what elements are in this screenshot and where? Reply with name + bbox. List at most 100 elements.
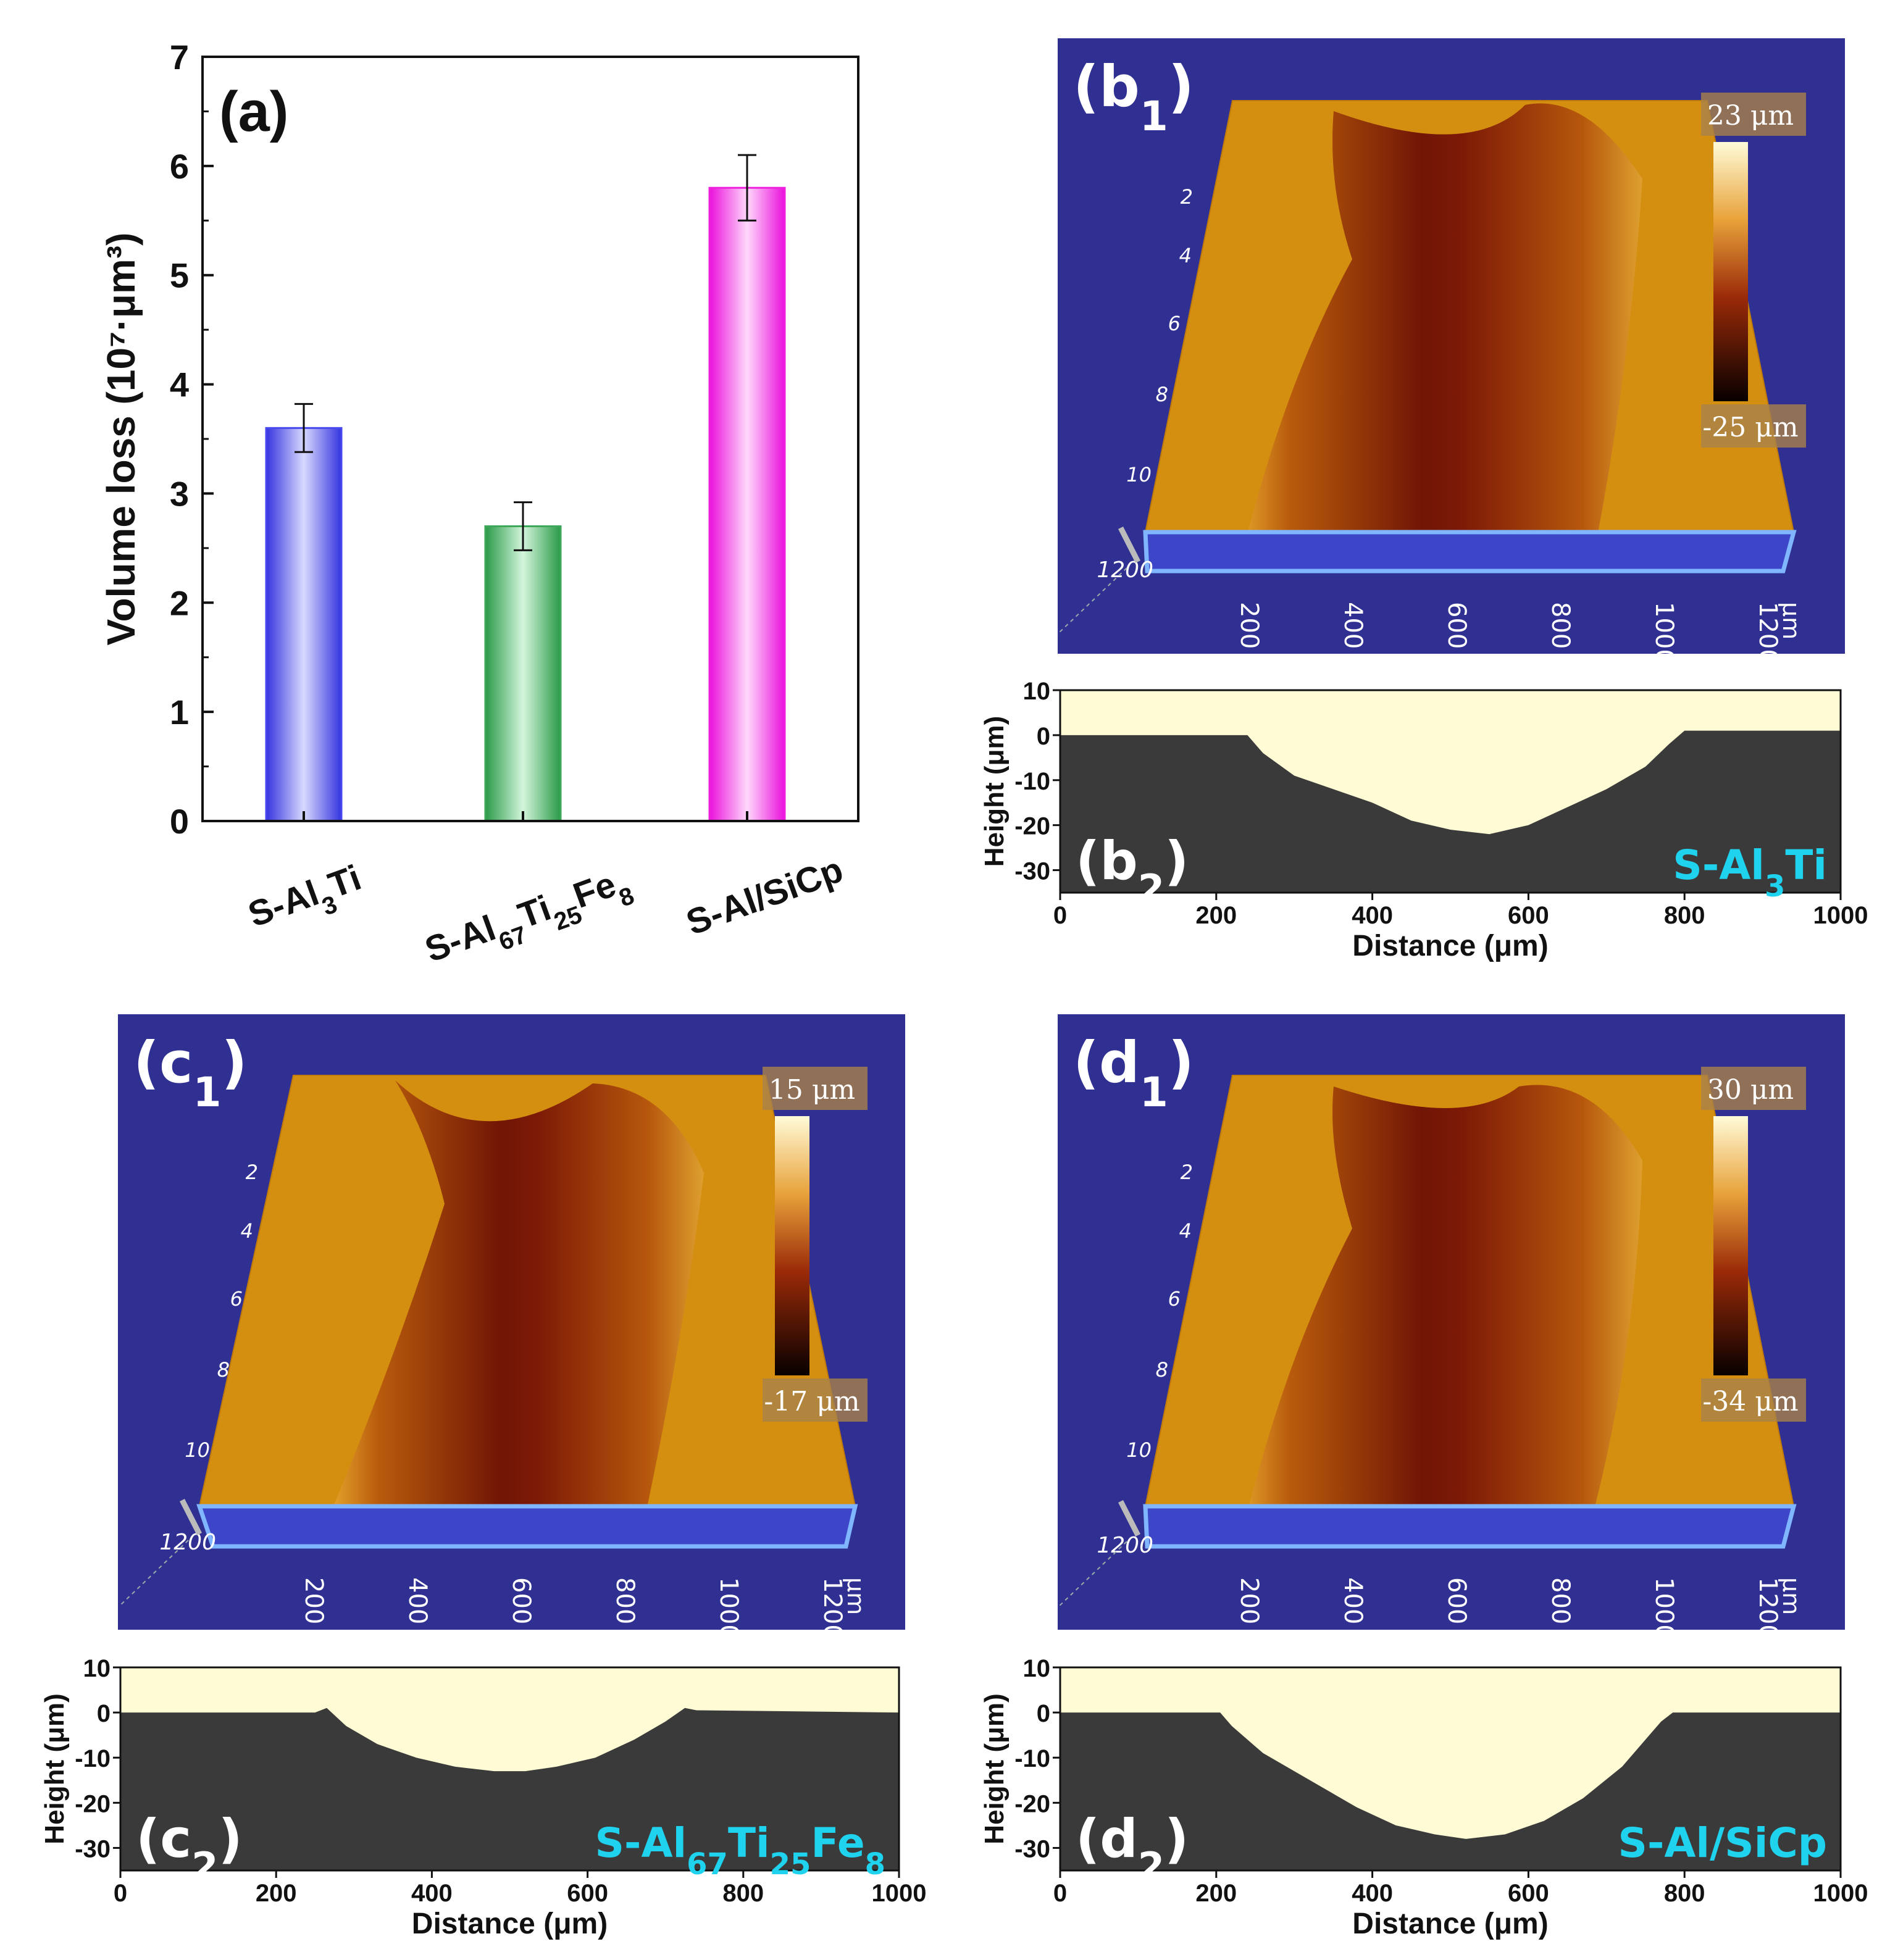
- x-axis-tick-label: 200: [1235, 602, 1263, 649]
- x-tick-label: 800: [1664, 1880, 1705, 1907]
- y-tick-label: 10: [1023, 678, 1051, 705]
- y-axis-tick-label: 6: [1168, 312, 1181, 335]
- y-axis-tick-label: 10: [1126, 463, 1152, 486]
- x-tick-label: 800: [1664, 902, 1705, 929]
- y-tick-label: 0: [97, 1700, 111, 1727]
- y-tick-label: 0: [1037, 1700, 1050, 1727]
- origin-marker: [1118, 526, 1141, 564]
- y-axis-tick-label: 2: [1181, 185, 1193, 209]
- x-axis-tick-label: 600: [1442, 1577, 1471, 1624]
- x-axis-tick-label: 1000: [1650, 602, 1678, 665]
- x-axis-tick-label: 1200: [818, 1577, 847, 1640]
- y-tick-label: 2: [170, 583, 189, 622]
- wear-track: [1241, 1085, 1642, 1537]
- x-axis-tick-label: 1000: [714, 1577, 743, 1640]
- y-tick-label: -30: [1014, 858, 1050, 885]
- colorbar-min-label: -34 μm: [1702, 1386, 1798, 1417]
- y-axis-label: Height (μm): [979, 716, 1010, 867]
- y-tick-label: 3: [170, 474, 189, 513]
- x-tick-label: 400: [1352, 902, 1393, 929]
- y-tick-label: -20: [1014, 1790, 1050, 1817]
- y-tick-label: 4: [170, 365, 189, 404]
- profile-frame: [1059, 689, 1842, 894]
- panel-label-a: (a): [219, 80, 288, 143]
- colorbar-max-box: [763, 1067, 868, 1110]
- panel-label-c2: (c2): [136, 1808, 243, 1889]
- x-category-label: S-Al3Ti: [243, 857, 370, 946]
- y-axis-tick-label: 8: [1156, 383, 1168, 406]
- y-axis-tick-label: 4: [1179, 1219, 1192, 1243]
- x-tick-label: 200: [256, 1880, 297, 1907]
- colorbar: [1713, 1116, 1748, 1375]
- x-tick-label: 200: [1195, 1880, 1237, 1907]
- colorbar: [1713, 142, 1748, 401]
- y-axis-tick-label: 6: [230, 1287, 243, 1311]
- base-frame: [1143, 1504, 1797, 1549]
- x-tick-label: 0: [1053, 902, 1067, 929]
- x-axis-unit-label: μm: [1778, 602, 1805, 640]
- y-tick-label: -20: [75, 1790, 111, 1817]
- x-tick-label: 200: [1195, 902, 1237, 929]
- panel-label-d1: (d1): [1073, 1030, 1194, 1116]
- profile-frame: [1059, 1666, 1842, 1872]
- x-tick-label: 1000: [872, 1880, 927, 1907]
- colorbar-min-label: -25 μm: [1702, 412, 1798, 443]
- origin-guide: [120, 1540, 189, 1606]
- x-axis-label: Distance (μm): [1352, 1908, 1548, 1940]
- origin-marker: [179, 1498, 203, 1536]
- x-tick-label: 400: [411, 1880, 453, 1907]
- y-tick-label: 6: [170, 147, 189, 186]
- series-label-b2: S-Al3Ti: [1673, 841, 1827, 904]
- panel-label-b1: (b1): [1073, 54, 1194, 140]
- origin-guide: [1058, 1541, 1127, 1607]
- y-axis-tick-label: 2: [1181, 1161, 1193, 1184]
- y-tick-label: 5: [170, 256, 189, 295]
- profile-area: [120, 1708, 899, 1870]
- x-axis-tick-label: 800: [1546, 602, 1574, 649]
- x-axis-tick-label: 1200: [1754, 602, 1782, 665]
- series-label-d2: S-Al/SiCp: [1618, 1819, 1827, 1867]
- x-axis-label: Distance (μm): [1352, 930, 1548, 962]
- profile-area: [1060, 1712, 1841, 1870]
- x-axis-tick-label: 400: [1339, 1577, 1367, 1624]
- y-tick-label: 0: [1037, 723, 1050, 750]
- x-axis-tick-label: 600: [1442, 602, 1471, 649]
- colorbar-min-box: [1701, 404, 1806, 448]
- x-category-label: S-Al/SiCp: [681, 849, 848, 943]
- y-tick-label: -30: [75, 1835, 111, 1862]
- y-tick-label: 10: [1023, 1655, 1051, 1682]
- profile-area: [1060, 730, 1841, 893]
- x-axis-tick-label: 600: [507, 1577, 535, 1624]
- colorbar-max-box: [1701, 1067, 1806, 1110]
- panel-label-b2: (b2): [1076, 830, 1189, 911]
- wear-track: [333, 1080, 704, 1545]
- x-axis-tick-label: 400: [1339, 602, 1367, 649]
- y-axis-tick-label: 10: [1126, 1438, 1152, 1462]
- y-tick-label: -20: [1014, 813, 1050, 840]
- base-frame: [196, 1504, 858, 1549]
- x-axis-label: Distance (μm): [412, 1908, 608, 1940]
- x-tick-label: 0: [1053, 1880, 1067, 1907]
- colorbar-max-label: 23 μm: [1707, 100, 1794, 131]
- x-axis-tick-label: 1000: [1650, 1577, 1678, 1640]
- x-tick-label: 0: [114, 1880, 127, 1907]
- x-tick-label: 600: [567, 1880, 608, 1907]
- x-axis-tick-label: 200: [299, 1577, 328, 1624]
- y-tick-label: 1: [170, 693, 189, 732]
- colorbar-max-box: [1701, 93, 1806, 136]
- x-tick-label: 1000: [1813, 902, 1868, 929]
- y-axis-tick-label: 4: [241, 1219, 253, 1243]
- x-tick-label: 600: [1508, 1880, 1549, 1907]
- origin-guide: [1058, 567, 1127, 633]
- y-tick-label: -10: [75, 1745, 111, 1772]
- colorbar-min-label: -17 μm: [764, 1386, 859, 1417]
- y-axis-label: Height (μm): [40, 1693, 70, 1844]
- wear-track: [1241, 103, 1642, 559]
- series-label-c2: S-Al67Ti25Fe8: [595, 1819, 885, 1882]
- panel-label-d2: (d2): [1076, 1808, 1189, 1889]
- y-tick-label: 0: [170, 802, 189, 841]
